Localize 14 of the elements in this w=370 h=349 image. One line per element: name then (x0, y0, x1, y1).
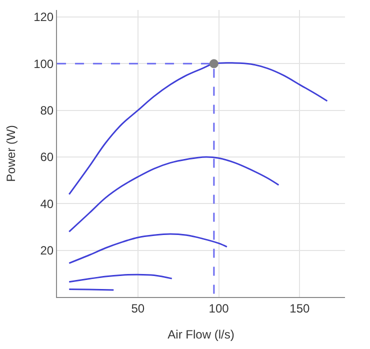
x-tick-label: 50 (131, 301, 145, 316)
y-tick-label: 20 (40, 244, 54, 258)
x-tick-label: 100 (208, 301, 230, 316)
x-axis-title: Air Flow (l/s) (168, 327, 234, 342)
line-series (68, 233, 228, 264)
x-tick-label: 150 (290, 301, 310, 316)
y-tick-label: 60 (40, 150, 54, 164)
y-tick-label: 80 (40, 104, 54, 118)
y-axis-title: Power (W) (4, 125, 18, 182)
line-series (68, 274, 173, 283)
y-tick-label: 40 (40, 196, 54, 211)
line-series (68, 156, 280, 232)
y-tick-label: 100 (34, 56, 54, 71)
y-tick-label: 120 (34, 10, 54, 24)
